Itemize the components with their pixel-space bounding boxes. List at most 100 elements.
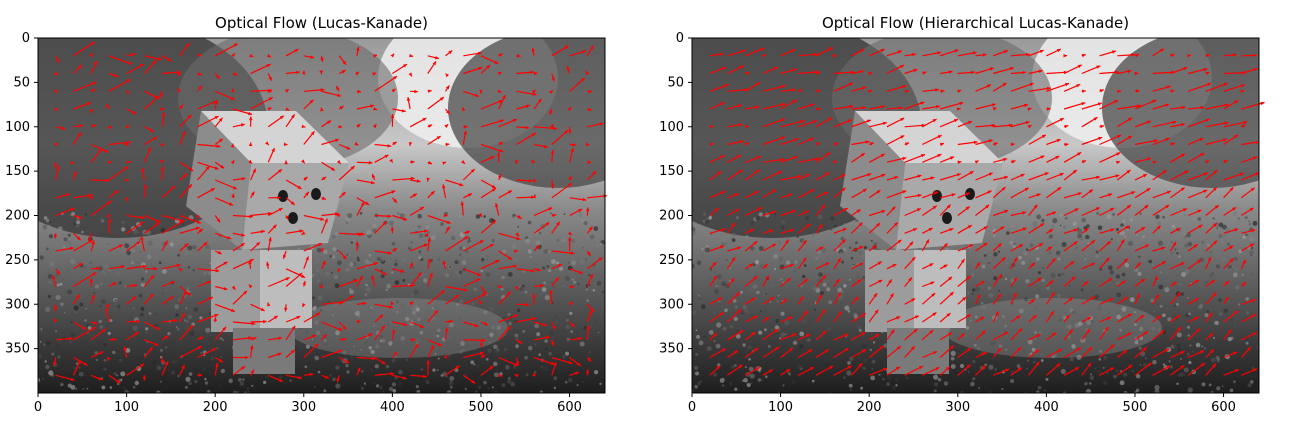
flow-arrow	[762, 54, 767, 58]
flow-arrow	[1152, 103, 1170, 110]
flow-arrow	[1223, 329, 1232, 341]
flow-arrow	[780, 155, 798, 163]
flow-arrow	[975, 330, 987, 341]
flow-arrow	[303, 312, 321, 323]
flow-arrow	[338, 279, 359, 288]
flow-arrow	[1170, 281, 1177, 287]
flow-arrow	[569, 147, 574, 163]
flow-arrow	[427, 161, 433, 165]
flow-arrow	[1117, 104, 1141, 110]
flow-arrow	[780, 228, 795, 234]
chart-title: Optical Flow (Lucas-Kanade)	[215, 14, 428, 32]
flow-arrow	[550, 339, 555, 346]
y-tick-label: 50	[667, 75, 684, 90]
flow-arrow	[957, 192, 971, 199]
flow-arrow	[285, 197, 296, 206]
flow-arrow	[161, 296, 174, 305]
flow-arrow	[72, 64, 83, 74]
flow-arrow	[88, 233, 92, 242]
flow-arrow	[427, 237, 431, 252]
flow-arrow	[285, 349, 296, 358]
flow-arrow	[939, 332, 953, 341]
flow-arrow	[1116, 280, 1126, 287]
flow-arrow	[551, 263, 563, 270]
flow-arrow	[356, 367, 361, 376]
flow-arrow	[90, 374, 103, 381]
flow-arrow	[214, 73, 220, 80]
flow-arrow	[1240, 243, 1255, 252]
flow-arrow	[142, 375, 147, 381]
flow-arrow	[709, 365, 721, 376]
flow-arrow	[374, 356, 386, 365]
flow-arrow	[338, 191, 346, 199]
flow-arrow	[409, 262, 414, 270]
flow-arrow	[197, 143, 221, 148]
flow-arrow	[214, 356, 224, 363]
flow-arrow	[1046, 82, 1070, 92]
flow-arrow	[833, 278, 841, 287]
flow-arrow	[886, 176, 899, 181]
flow-arrow	[551, 73, 555, 82]
flow-arrow	[709, 296, 723, 305]
flow-arrow	[480, 179, 497, 189]
flow-arrow	[479, 89, 483, 94]
flow-arrow	[179, 214, 202, 224]
flow-arrow	[586, 226, 593, 234]
flow-arrow	[427, 89, 432, 93]
flow-arrow	[1170, 122, 1185, 128]
flow-arrow	[1046, 228, 1054, 234]
flow-arrow	[797, 310, 809, 323]
flow-arrow	[922, 262, 934, 270]
flow-arrow	[922, 134, 942, 146]
chart-panel-left: Optical Flow (Lucas-Kanade) 0 100 200 300 400…	[5, 14, 607, 415]
flow-arrow	[90, 143, 109, 153]
flow-arrow	[939, 142, 945, 147]
flow-arrow	[886, 278, 893, 287]
flow-arrow	[957, 296, 967, 305]
flow-arrow	[214, 215, 221, 223]
flow-arrow	[303, 88, 325, 92]
flow-arrow	[815, 262, 830, 270]
flow-arrow	[91, 266, 100, 271]
flow-arrow	[445, 319, 453, 324]
flow-arrow	[338, 356, 350, 364]
flow-arrow	[463, 193, 473, 199]
flow-arrow	[267, 115, 285, 128]
flow-arrow	[1028, 204, 1038, 216]
flow-arrow	[442, 260, 447, 269]
flow-arrow	[126, 331, 139, 341]
flow-arrow	[445, 50, 453, 57]
flow-arrow	[108, 140, 131, 146]
flow-arrow	[268, 207, 283, 217]
flow-arrow	[709, 52, 724, 57]
flow-arrow	[1010, 187, 1029, 199]
flow-arrow	[1152, 294, 1160, 305]
flow-arrow	[727, 349, 739, 359]
flow-arrow	[904, 277, 913, 287]
flow-arrow	[126, 283, 138, 288]
flow-arrow	[532, 293, 536, 305]
flow-arrow	[463, 321, 479, 328]
flow-arrow	[214, 197, 234, 206]
flow-arrow	[1010, 346, 1022, 358]
flow-arrow	[105, 307, 110, 323]
flow-arrow	[1205, 186, 1218, 199]
y-tick-label: 150	[5, 164, 30, 179]
flow-arrow	[533, 268, 541, 272]
flow-arrow	[143, 221, 160, 234]
flow-arrow	[1170, 227, 1181, 234]
flow-arrow	[975, 365, 987, 376]
flow-arrow	[1028, 86, 1051, 92]
flow-arrow	[568, 126, 572, 134]
flow-arrow	[975, 190, 992, 199]
flow-arrow	[268, 277, 290, 288]
flow-arrow	[939, 49, 959, 57]
flow-arrow	[1240, 207, 1254, 217]
flow-arrow	[1170, 170, 1189, 181]
flow-arrow	[445, 108, 451, 115]
flow-arrow	[1099, 344, 1115, 358]
flow-arrow	[321, 333, 328, 341]
flow-arrow	[1063, 329, 1074, 341]
flow-arrow	[514, 373, 519, 378]
flow-arrow	[904, 142, 910, 146]
